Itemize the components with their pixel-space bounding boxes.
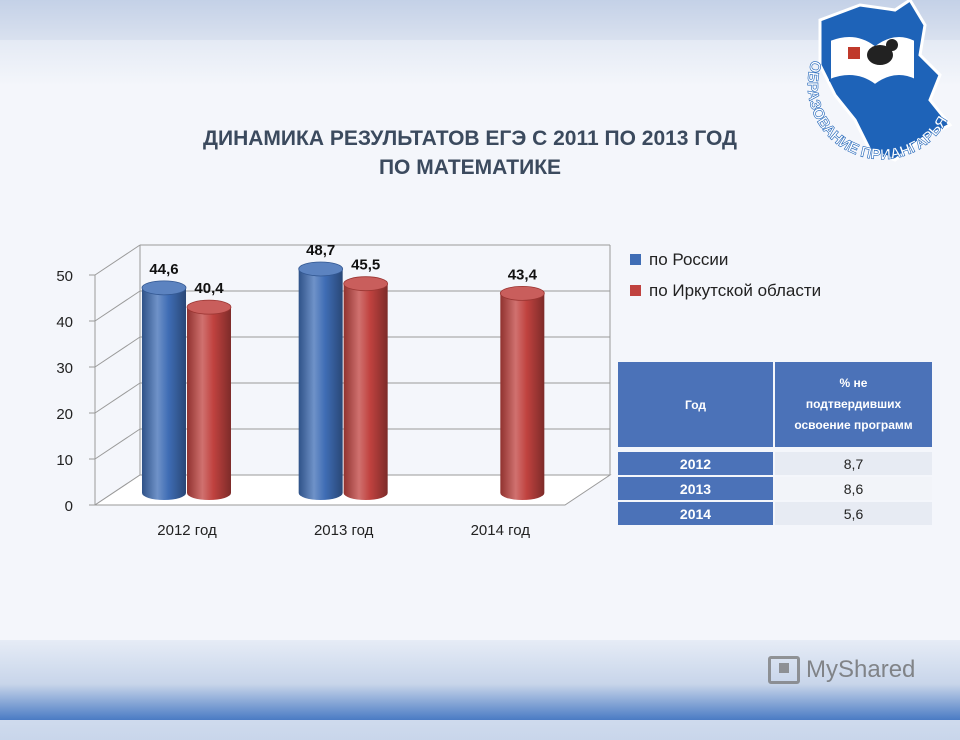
side-gridline	[94, 336, 141, 368]
bar-irkutsk	[343, 283, 388, 500]
row-value: 5,6	[775, 502, 932, 525]
legend-item-irkutsk: по Иркутской области	[630, 275, 821, 306]
bar-russia	[298, 268, 343, 500]
bar-russia	[142, 287, 186, 500]
row-value: 8,6	[775, 477, 932, 500]
x-tick-label: 2014 год	[471, 522, 531, 539]
page-title: ДИНАМИКА РЕЗУЛЬТАТОВ ЕГЭ С 2011 ПО 2013 …	[120, 124, 820, 182]
row-year: 2013	[618, 477, 773, 500]
presentation-icon	[768, 656, 800, 684]
bar-top	[499, 285, 545, 301]
bar-top	[186, 299, 232, 315]
chart-legend: по России по Иркутской области	[630, 244, 821, 306]
bar-chart: 0 10 20 30 40 50 44,6 40,4 2012 год 48,7 45,5 2013 …	[56, 242, 612, 539]
bar-top	[298, 261, 344, 277]
side-gridline	[94, 382, 141, 414]
row-year: 2014	[618, 502, 773, 525]
legend-item-russia: по России	[630, 244, 821, 275]
y-tick-label: 30	[56, 360, 73, 377]
table-row: 2014 5,6	[618, 502, 932, 525]
watermark: MyShared	[768, 656, 915, 684]
data-label: 43,4	[508, 266, 538, 283]
bar-top	[343, 276, 389, 292]
title-line-2: ПО МАТЕМАТИКЕ	[378, 156, 562, 179]
table-row: 2013 8,6	[618, 477, 932, 500]
x-tick-label: 2012 год	[157, 522, 217, 539]
logo-animal-icon	[867, 45, 893, 65]
y-tick-label: 20	[56, 406, 73, 423]
table-header-row: Год % не подтвердивших освоение программ	[618, 362, 932, 447]
legend-swatch-irkutsk	[630, 285, 641, 296]
watermark-text: MyShared	[806, 656, 916, 683]
y-tick-label: 50	[56, 268, 73, 285]
y-tick-label: 10	[56, 452, 73, 469]
bar-top	[141, 280, 187, 296]
bar-irkutsk	[500, 293, 545, 500]
data-label: 48,7	[306, 242, 335, 259]
side-gridline	[94, 428, 141, 460]
side-gridline	[94, 244, 141, 276]
footer-background	[0, 640, 960, 720]
legend-label-irkutsk: по Иркутской области	[649, 280, 822, 300]
y-tick-label: 0	[65, 498, 73, 515]
bar-irkutsk	[187, 307, 231, 500]
logo: ОБРАЗОВАНИЕ ПРИАНГАРЬЯ	[803, 0, 953, 164]
row-value: 8,7	[775, 452, 932, 475]
header-band	[0, 0, 960, 40]
legend-swatch-russia	[630, 254, 641, 265]
side-gridline	[94, 290, 141, 322]
y-tick-label: 40	[56, 314, 73, 331]
x-tick-label: 2013 год	[314, 522, 374, 539]
stats-table: Год % не подтвердивших освоение программ…	[616, 360, 934, 527]
data-label: 45,5	[351, 257, 380, 274]
title-line-1: ДИНАМИКА РЕЗУЛЬТАТОВ ЕГЭ С 2011 ПО 2013 …	[203, 127, 737, 150]
legend-label-russia: по России	[649, 249, 729, 269]
data-label: 40,4	[194, 280, 224, 297]
row-year: 2012	[618, 452, 773, 475]
data-label: 44,6	[149, 261, 178, 278]
header-percent: % не подтвердивших освоение программ	[775, 362, 932, 447]
table-row: 2012 8,7	[618, 452, 932, 475]
header-year: Год	[618, 362, 773, 447]
